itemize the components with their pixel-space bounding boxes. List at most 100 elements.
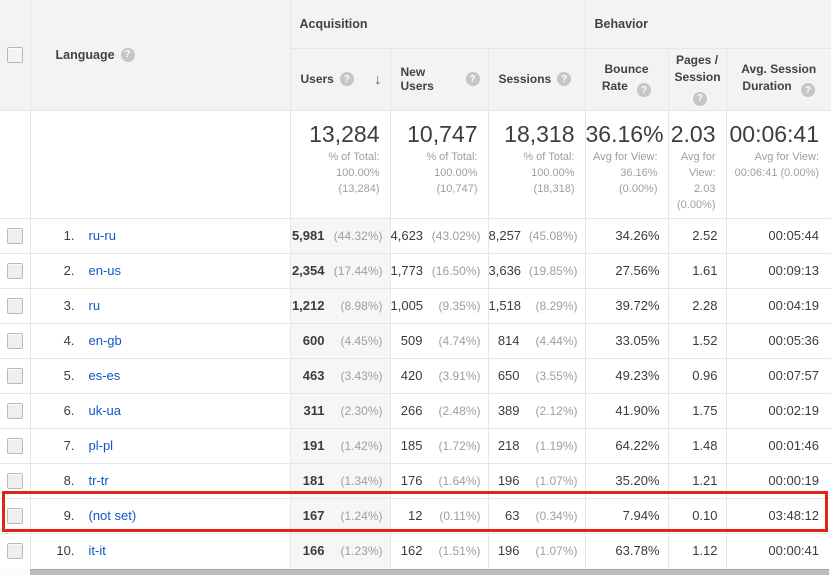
row-checkbox[interactable] xyxy=(6,437,23,454)
avg-duration-cell: 00:00:41 xyxy=(725,532,831,569)
row-checkbox[interactable] xyxy=(6,227,23,244)
bounce-rate-value: 33.05% xyxy=(615,333,660,348)
column-header-new-users[interactable]: New Users ? xyxy=(389,47,489,111)
row-checkbox[interactable] xyxy=(6,507,23,524)
bounce-rate-total-sub: Avg for View: 36.16% (0.00%) xyxy=(593,150,658,195)
users-value: 181 xyxy=(302,473,325,488)
new-users-value: 1,773 xyxy=(390,263,424,278)
language-link[interactable]: es-es xyxy=(88,368,121,383)
new-users-value: 1,005 xyxy=(390,298,424,313)
language-link[interactable]: tr-tr xyxy=(88,473,109,488)
row-checkbox[interactable] xyxy=(6,542,23,559)
row-checkbox[interactable] xyxy=(6,262,23,279)
users-pct: (1.34%) xyxy=(340,474,383,488)
language-cell: 2. en-us xyxy=(29,252,291,289)
bounce-rate-value: 49.23% xyxy=(615,368,660,383)
pages-session-value: 1.48 xyxy=(692,438,718,453)
pages-session-value: 2.52 xyxy=(692,228,718,243)
users-value: 600 xyxy=(302,333,325,348)
language-link[interactable]: en-gb xyxy=(88,333,122,348)
row-checkbox[interactable] xyxy=(6,367,23,384)
help-icon[interactable]: ? xyxy=(339,72,354,86)
row-rank: 8. xyxy=(63,473,75,488)
new-users-cell: 420 (3.91%) xyxy=(389,357,489,394)
help-icon[interactable]: ? xyxy=(693,91,708,106)
help-icon[interactable]: ? xyxy=(557,72,572,86)
bounce-rate-value: 27.56% xyxy=(615,263,660,278)
bounce-rate-total: 36.16% xyxy=(585,120,664,147)
users-header-label: Users xyxy=(300,72,334,86)
totals-users-cell: 13,284 % of Total: 100.00% (13,284) xyxy=(289,109,391,219)
new-users-value: 12 xyxy=(408,508,423,523)
language-link[interactable]: uk-ua xyxy=(88,403,122,418)
users-cell: 166 (1.23%) xyxy=(289,532,391,569)
help-icon[interactable]: ? xyxy=(120,47,135,62)
users-total: 13,284 xyxy=(309,120,380,147)
language-cell: 6. uk-ua xyxy=(29,392,291,429)
language-link[interactable]: pl-pl xyxy=(88,438,114,453)
totals-check-cell xyxy=(0,109,31,219)
row-check-cell xyxy=(0,427,31,464)
new-users-value: 420 xyxy=(400,368,423,383)
sessions-pct: (45.08%) xyxy=(528,229,578,243)
help-icon[interactable]: ? xyxy=(637,83,652,98)
column-header-language[interactable]: Language ? xyxy=(29,0,291,111)
avg-duration-total: 00:06:41 xyxy=(729,120,820,147)
users-value: 166 xyxy=(302,543,325,559)
bounce-rate-value: 39.72% xyxy=(615,298,660,313)
pages-session-header-label: Pages / Session xyxy=(674,53,721,85)
sessions-pct: (8.29%) xyxy=(535,299,578,313)
users-pct: (8.98%) xyxy=(340,299,383,313)
avg-duration-cell: 00:09:13 xyxy=(725,252,831,289)
row-check-cell xyxy=(0,357,31,394)
help-icon[interactable]: ? xyxy=(465,72,480,86)
sessions-header-label: Sessions xyxy=(498,72,552,86)
language-link[interactable]: ru xyxy=(88,298,101,313)
row-check-cell xyxy=(0,252,31,289)
new-users-cell: 185 (1.72%) xyxy=(389,427,489,464)
users-pct: (1.42%) xyxy=(340,439,383,453)
avg-duration-value: 00:00:41 xyxy=(768,543,820,559)
bounce-rate-cell: 39.72% xyxy=(584,287,669,324)
language-link[interactable]: ru-ru xyxy=(88,228,116,243)
row-rank: 9. xyxy=(63,508,75,523)
language-link[interactable]: it-it xyxy=(88,543,106,559)
sessions-cell: 3,636 (19.85%) xyxy=(487,252,586,289)
column-header-bounce-rate[interactable]: Bounce Rate ? xyxy=(584,47,669,111)
bounce-rate-cell: 41.90% xyxy=(584,392,669,429)
row-checkbox[interactable] xyxy=(6,472,23,489)
bounce-rate-cell: 33.05% xyxy=(584,322,669,359)
sort-descending-icon[interactable]: ↓ xyxy=(374,70,382,88)
language-cell: 4. en-gb xyxy=(29,322,291,359)
row-checkbox[interactable] xyxy=(6,402,23,419)
help-icon[interactable]: ? xyxy=(801,83,816,98)
sessions-cell: 196 (1.07%) xyxy=(487,462,586,499)
sessions-value: 63 xyxy=(505,508,520,523)
pages-session-value: 1.52 xyxy=(692,333,718,348)
horizontal-scrollbar-thumb[interactable] xyxy=(30,569,829,575)
users-cell: 311 (2.30%) xyxy=(289,392,391,429)
bounce-rate-cell: 34.26% xyxy=(584,217,669,254)
bounce-rate-cell: 64.22% xyxy=(584,427,669,464)
row-checkbox[interactable] xyxy=(6,297,23,314)
users-pct: (17.44%) xyxy=(333,264,383,278)
bounce-rate-value: 34.26% xyxy=(615,228,660,243)
pages-session-value: 1.21 xyxy=(692,473,718,488)
sessions-cell: 218 (1.19%) xyxy=(487,427,586,464)
pages-session-total-sub: Avg for View: 2.03 (0.00%) xyxy=(676,150,716,211)
group-header-acquisition: Acquisition xyxy=(289,0,586,49)
column-header-avg-duration[interactable]: Avg. Session Duration ? xyxy=(725,47,831,111)
new-users-value: 185 xyxy=(400,438,423,453)
row-checkbox[interactable] xyxy=(6,332,23,349)
column-header-users[interactable]: Users ? ↓ xyxy=(289,47,391,111)
select-all-checkbox[interactable] xyxy=(6,46,23,63)
column-header-sessions[interactable]: Sessions ? xyxy=(487,47,586,111)
bounce-rate-cell: 35.20% xyxy=(584,462,669,499)
sessions-cell: 196 (1.07%) xyxy=(487,532,586,569)
avg-duration-cell: 00:07:57 xyxy=(725,357,831,394)
sessions-cell: 650 (3.55%) xyxy=(487,357,586,394)
language-link[interactable]: (not set) xyxy=(88,508,137,523)
language-link[interactable]: en-us xyxy=(88,263,122,278)
column-header-pages-session[interactable]: Pages / Session ? xyxy=(667,47,727,111)
new-users-pct: (1.64%) xyxy=(438,474,481,488)
